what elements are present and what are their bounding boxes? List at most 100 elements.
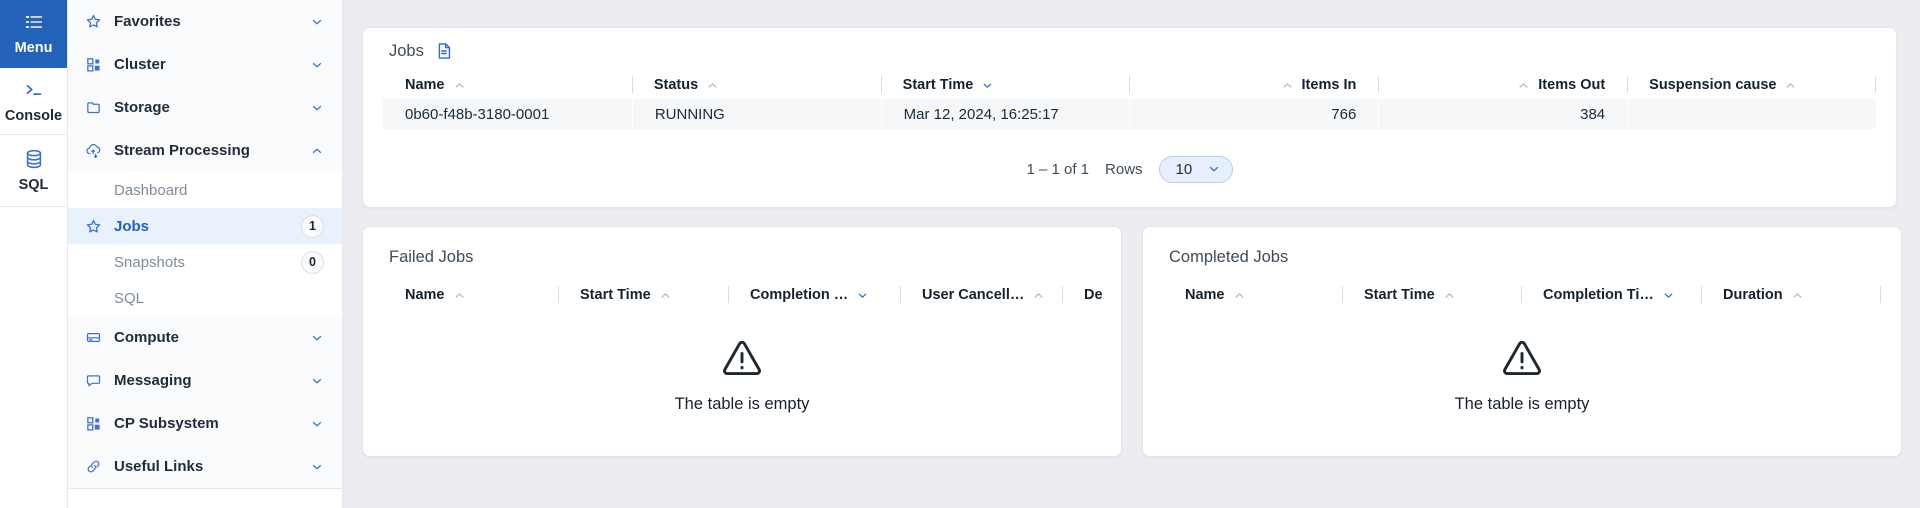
failed-jobs-title: Failed Jobs [389,248,474,266]
column-header-user-cancell[interactable]: User Cancell… [900,281,1062,309]
completed-jobs-header: Completed Jobs [1143,227,1901,267]
column-header-items-in[interactable]: Items In [1129,71,1378,99]
sidebar-subsection: Dashboard Jobs 1 Snapshots 0 SQL [68,172,342,316]
sidebar-item-label: Favorites [114,13,181,30]
sidebar-item-jobs[interactable]: Jobs 1 [68,208,342,244]
chevron-down-icon [1207,162,1221,176]
warning-triangle-icon [1500,336,1544,380]
column-header-items-out[interactable]: Items Out [1378,71,1627,99]
sort-desc-icon [1662,289,1675,302]
main-content: Jobs Name Status Start Time Items In Items O… [344,0,1920,508]
column-header-duration[interactable]: Duration [1701,281,1880,309]
column-header-name[interactable]: Name [383,71,632,99]
column-header-name[interactable]: Name [1163,281,1342,309]
completed-jobs-panel: Completed Jobs Name Start Time Completion … [1142,226,1902,457]
chat-icon [85,372,102,389]
sidebar-item-cluster[interactable]: Cluster [68,43,342,86]
chevron-down-icon [310,460,324,474]
column-label: Start Time [580,287,651,303]
sidebar-item-label: CP Subsystem [114,415,219,432]
sidebar-item-compute[interactable]: Compute [68,316,342,359]
column-label: Items In [1301,77,1357,93]
sort-asc-icon [1784,79,1797,92]
sidebar-item-label: Cluster [114,56,166,73]
table-header-row: Name Start Time Completion … User Cancell… D… [383,281,1103,309]
chevron-down-icon [310,374,324,388]
failed-jobs-table: Name Start Time Completion … User Cancell… D… [383,281,1103,309]
rail-item-console[interactable]: Console [0,68,67,135]
sidebar-item-sql-sub[interactable]: SQL [68,280,342,316]
column-header-de[interactable]: De [1062,281,1106,309]
sidebar-item-storage[interactable]: Storage [68,86,342,129]
column-header-completion[interactable]: Completion … [728,281,900,309]
column-label: Suspension cause [1649,77,1777,93]
chevron-up-icon [310,144,324,158]
sidebar-item-label: Jobs [114,217,150,235]
completed-jobs-table: Name Start Time Completion Ti… Duration [1163,281,1881,309]
sidebar: Favorites Cluster Storage Stream Processing… [68,0,343,508]
chevron-down-icon [310,58,324,72]
sidebar-item-label: Storage [114,99,170,116]
sidebar-item-favorites[interactable]: Favorites [68,0,342,43]
left-rail: Menu Console SQL [0,0,68,508]
sidebar-item-useful-links[interactable]: Useful Links [68,445,342,488]
table-cell: 766 [1129,99,1378,129]
rail-item-label: Menu [14,40,53,56]
column-header-suspension-cause[interactable]: Suspension cause [1627,71,1876,99]
table-row[interactable]: 0b60-f48b-3180-0001 RUNNING Mar 12, 2024, … [383,99,1876,129]
star-icon [85,13,102,30]
jobs-panel-title: Jobs [389,41,424,60]
sidebar-item-snapshots[interactable]: Snapshots 0 [68,244,342,280]
sort-asc-icon [1281,79,1294,92]
sort-asc-icon [1443,289,1456,302]
column-label: Duration [1723,287,1783,303]
page-size-value: 10 [1175,160,1193,178]
table-header-row: Name Status Start Time Items In Items Out Sus… [383,71,1876,99]
sidebar-item-dashboard[interactable]: Dashboard [68,172,342,208]
sidebar-item-label: Useful Links [114,458,204,475]
star-icon [85,218,102,235]
failed-jobs-header: Failed Jobs [363,227,1121,267]
sidebar-item-label: Snapshots [114,253,185,271]
count-badge: 1 [301,214,324,238]
sidebar-item-messaging[interactable]: Messaging [68,359,342,402]
column-header-name[interactable]: Name [383,281,558,309]
rows-per-page-label: Rows [1105,160,1143,178]
warning-triangle-icon [720,336,764,380]
sidebar-item-label: Messaging [114,372,192,389]
rail-item-menu[interactable]: Menu [0,0,67,68]
column-header-start-time[interactable]: Start Time [880,71,1130,99]
rail-item-sql[interactable]: SQL [0,135,67,207]
chevron-down-icon [310,101,324,115]
rail-item-label: SQL [18,177,49,193]
column-label: De [1084,287,1103,303]
sidebar-item-cp-subsystem[interactable]: CP Subsystem [68,402,342,445]
column-label: Name [405,77,445,93]
sidebar-item-label: Compute [114,329,179,346]
sidebar-nav: Favorites Cluster Storage Stream Processing… [68,0,342,489]
column-label: Status [653,77,699,93]
column-spacer [1880,281,1901,309]
sidebar-item-stream-processing[interactable]: Stream Processing [68,129,342,172]
link-icon [85,458,102,475]
pagination: 1 – 1 of 1 Rows 10 [363,146,1896,192]
sort-asc-icon [1791,289,1804,302]
count-badge: 0 [301,250,324,274]
column-label: User Cancell… [922,287,1025,303]
column-header-completion-ti[interactable]: Completion Ti… [1521,281,1701,309]
cloud-sync-icon [85,142,102,159]
column-header-status[interactable]: Status [631,71,881,99]
page-size-select[interactable]: 10 [1158,155,1233,183]
column-label: Completion Ti… [1543,287,1654,303]
console-icon [23,79,45,101]
column-label: Name [1185,287,1225,303]
table-cell: RUNNING [631,99,881,129]
sidebar-item-label: Stream Processing [114,142,250,159]
column-header-start-time[interactable]: Start Time [1342,281,1521,309]
empty-table-message: The table is empty [1454,395,1590,413]
column-header-start-time[interactable]: Start Time [558,281,728,309]
document-icon[interactable] [434,41,454,61]
empty-table-message: The table is empty [674,395,810,413]
sort-asc-icon [453,289,466,302]
menu-icon [23,11,45,33]
